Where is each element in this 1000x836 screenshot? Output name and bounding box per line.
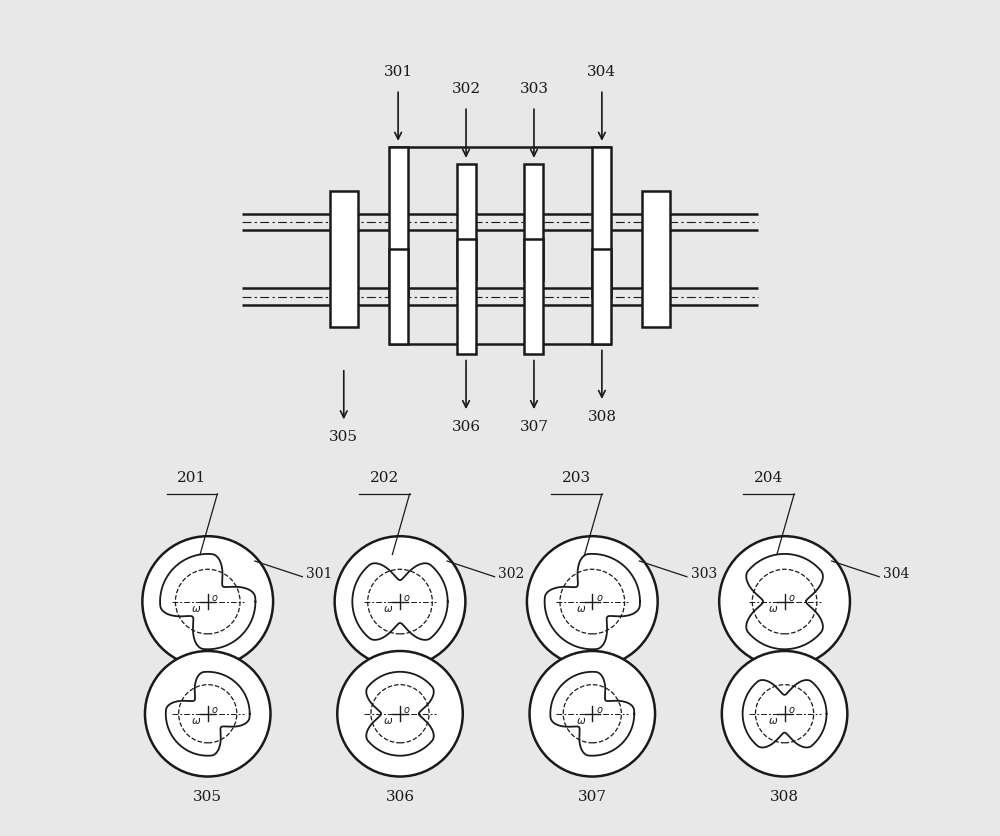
Circle shape [722,651,847,777]
Circle shape [145,651,270,777]
Circle shape [337,651,463,777]
Text: 305: 305 [329,431,358,444]
Text: 202: 202 [370,471,399,485]
Text: 307: 307 [519,421,548,434]
Text: ω: ω [384,716,393,726]
Polygon shape [545,554,640,650]
Text: ω: ω [384,604,393,614]
Text: 303: 303 [691,567,717,581]
Bar [592,249,611,344]
Text: 306: 306 [451,421,481,434]
Text: ω: ω [576,716,585,726]
Text: 308: 308 [587,410,616,424]
Text: ω: ω [192,604,201,614]
Text: 204: 204 [754,471,783,485]
Bar [642,191,670,327]
Text: ω: ω [769,604,777,614]
Text: 307: 307 [578,790,607,804]
Text: 303: 303 [519,82,548,96]
Text: 201: 201 [177,471,207,485]
Text: 301: 301 [384,65,413,79]
Text: ω: ω [192,716,201,726]
Text: 302: 302 [498,567,525,581]
Text: 301: 301 [306,567,333,581]
Text: 302: 302 [451,82,481,96]
Text: 305: 305 [193,790,222,804]
Circle shape [335,536,465,667]
Text: 304: 304 [587,65,616,79]
Text: o: o [596,705,602,715]
Text: 308: 308 [770,790,799,804]
Circle shape [530,651,655,777]
Bar [389,249,408,344]
Bar [457,239,476,354]
Text: 203: 203 [562,471,591,485]
Text: 306: 306 [385,790,415,804]
Bar [457,164,476,279]
Polygon shape [746,554,823,650]
Bar [524,239,543,354]
Text: o: o [788,593,794,603]
Polygon shape [352,563,448,640]
Text: o: o [788,705,794,715]
Circle shape [527,536,658,667]
Text: o: o [596,593,602,603]
Polygon shape [160,554,255,650]
Text: o: o [212,593,218,603]
Text: ω: ω [769,716,777,726]
Polygon shape [166,672,250,756]
Bar [524,164,543,279]
Polygon shape [743,680,827,747]
Text: ω: ω [576,604,585,614]
Bar [330,191,358,327]
Bar [389,147,408,297]
Circle shape [142,536,273,667]
Text: 304: 304 [883,567,909,581]
Bar [592,147,611,297]
Circle shape [719,536,850,667]
Polygon shape [366,672,434,756]
Text: o: o [212,705,218,715]
Text: o: o [404,705,410,715]
Text: o: o [404,593,410,603]
Polygon shape [550,672,634,756]
